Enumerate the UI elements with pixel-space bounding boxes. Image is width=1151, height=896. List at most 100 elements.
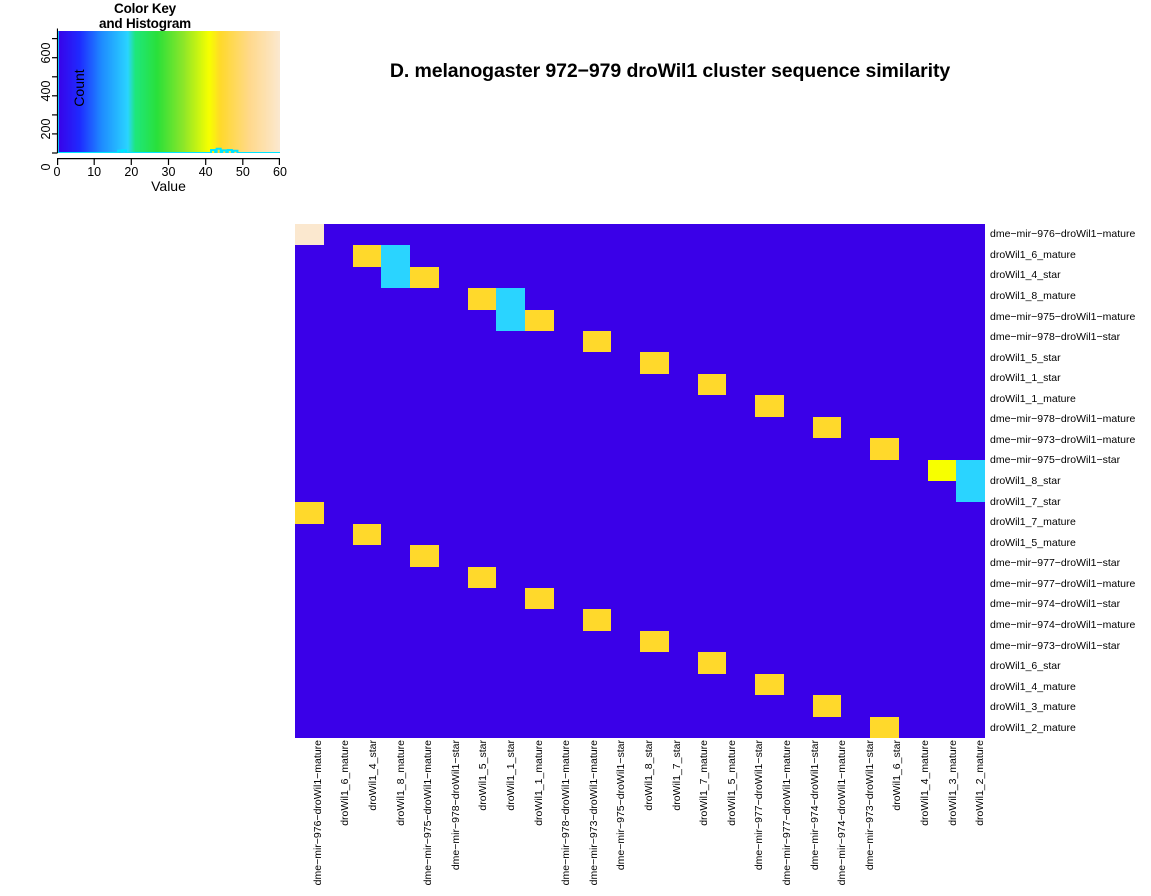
heatmap-cell — [783, 224, 813, 246]
heatmap-row-label: droWil1_6_mature — [990, 248, 1076, 261]
heatmap-cell — [783, 502, 813, 524]
heatmap-cell — [927, 609, 957, 631]
heatmap-cell — [783, 630, 813, 653]
heatmap-cell — [352, 288, 382, 310]
color-key-plot — [57, 31, 280, 153]
heatmap-column-label: droWil1_1_star — [505, 740, 517, 811]
heatmap-cell — [783, 545, 813, 567]
heatmap-cell — [611, 266, 640, 289]
heatmap-cell — [496, 695, 525, 717]
heatmap-cell — [295, 352, 324, 374]
heatmap-cell — [956, 673, 985, 696]
color-key-x-tick: 0 — [53, 165, 61, 179]
heatmap-cell — [927, 331, 957, 353]
color-key-title: Color Key and Histogram — [0, 1, 290, 31]
heatmap-cell — [352, 438, 382, 460]
heatmap-cell — [870, 459, 899, 481]
heatmap-cell — [841, 523, 870, 546]
heatmap-cell — [295, 588, 324, 610]
heatmap-cell — [582, 716, 612, 738]
heatmap-cell — [496, 266, 525, 289]
heatmap-cell — [898, 352, 928, 374]
heatmap-cell — [783, 266, 813, 289]
heatmap-cell — [438, 545, 468, 567]
heatmap-cell — [352, 502, 382, 524]
heatmap-cell — [697, 695, 727, 717]
heatmap-cell — [467, 545, 497, 567]
heatmap-cell — [668, 266, 698, 289]
heatmap-cell — [898, 716, 928, 738]
heatmap-cell — [496, 245, 525, 267]
heatmap-cell — [582, 609, 612, 631]
heatmap-cell — [668, 373, 698, 396]
heatmap-cell — [323, 716, 353, 738]
heatmap-cell — [582, 480, 612, 503]
heatmap-cell — [755, 630, 784, 653]
heatmap-cell — [870, 716, 899, 738]
heatmap-cell — [697, 630, 727, 653]
heatmap-cell — [323, 438, 353, 460]
heatmap-cell — [611, 630, 640, 653]
color-key-x-tick: 30 — [161, 165, 176, 179]
heatmap-cell — [956, 695, 985, 717]
heatmap-cell — [870, 266, 899, 289]
heatmap-cell — [525, 566, 554, 589]
color-key-x-tick: 60 — [273, 165, 287, 179]
heatmap-cell — [525, 245, 554, 267]
row-dendrogram — [6, 224, 295, 738]
heatmap-cell — [525, 588, 554, 610]
heatmap-cell — [611, 395, 640, 417]
heatmap-cell — [496, 630, 525, 653]
heatmap-cell — [927, 245, 957, 267]
heatmap-cell — [755, 352, 784, 374]
heatmap-cell — [755, 502, 784, 524]
heatmap-row-label: droWil1_8_mature — [990, 290, 1076, 302]
heatmap-cell — [467, 695, 497, 717]
heatmap-cell — [841, 288, 870, 310]
heatmap-cell — [467, 438, 497, 460]
color-key-y-axis-label: Count — [71, 69, 87, 107]
heatmap-cell — [295, 609, 324, 631]
heatmap-cell — [841, 630, 870, 653]
heatmap-cell — [323, 480, 353, 503]
heatmap-cell — [783, 331, 813, 353]
heatmap-cell — [726, 716, 755, 738]
heatmap-cell — [410, 545, 439, 567]
heatmap-grid — [295, 224, 985, 738]
heatmap-cell — [927, 673, 957, 696]
heatmap-cell — [640, 588, 669, 610]
heatmap-cell — [467, 609, 497, 631]
heatmap-cell — [870, 480, 899, 503]
heatmap-cell — [295, 266, 324, 289]
heatmap-cell — [352, 224, 382, 246]
heatmap-row-label: droWil1_3_mature — [990, 701, 1076, 714]
heatmap-cell — [870, 288, 899, 310]
heatmap-cell — [640, 288, 669, 310]
heatmap-cell — [726, 395, 755, 417]
heatmap-cell — [410, 673, 439, 696]
heatmap-cell — [697, 438, 727, 460]
heatmap-cell — [410, 523, 439, 546]
heatmap-cell — [582, 352, 612, 374]
heatmap-cell — [640, 630, 669, 653]
heatmap-cell — [640, 373, 669, 396]
heatmap-cell — [812, 652, 842, 674]
color-key-x-tick: 40 — [198, 165, 213, 179]
heatmap-cell — [381, 459, 410, 481]
heatmap-cell — [525, 695, 554, 717]
heatmap-row-label: dme−mir−974−droWil1−mature — [990, 618, 1136, 631]
heatmap-cell — [697, 224, 727, 246]
heatmap-cell — [726, 545, 755, 567]
heatmap-cell — [611, 673, 640, 696]
color-key-x-axis-label: Value — [151, 178, 186, 194]
heatmap-cell — [496, 352, 525, 374]
heatmap-cell — [927, 523, 957, 546]
heatmap-cell — [381, 266, 410, 289]
heatmap-cell — [812, 695, 842, 717]
heatmap-cell — [438, 695, 468, 717]
heatmap-cell — [697, 609, 727, 631]
heatmap-cell — [582, 224, 612, 246]
heatmap-cell — [841, 331, 870, 353]
heatmap-cell — [410, 652, 439, 674]
heatmap-cell — [956, 309, 985, 332]
